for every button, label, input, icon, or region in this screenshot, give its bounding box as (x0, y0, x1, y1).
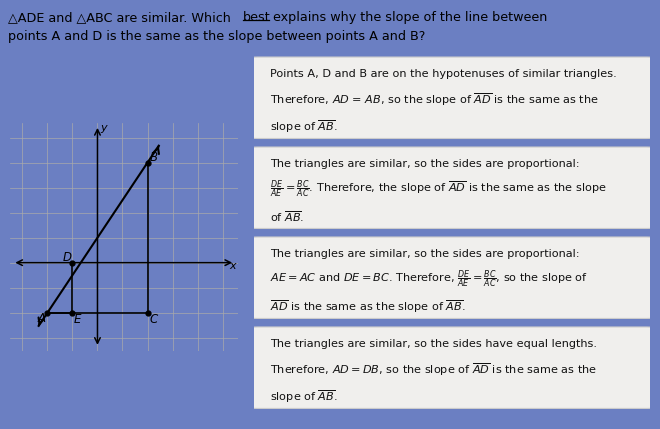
FancyBboxPatch shape (248, 57, 657, 139)
Text: The triangles are similar, so the sides are proportional:: The triangles are similar, so the sides … (270, 249, 579, 259)
Text: A: A (38, 312, 46, 325)
FancyBboxPatch shape (248, 237, 657, 318)
Text: x: x (229, 261, 236, 271)
Text: The triangles are similar, so the sides are proportional:: The triangles are similar, so the sides … (270, 159, 579, 169)
Text: $\mathit{AE}=\mathit{AC}$ and $\mathit{DE}=\mathit{BC}$. Therefore, $\frac{\math: $\mathit{AE}=\mathit{AC}$ and $\mathit{D… (270, 269, 588, 290)
Text: y: y (100, 123, 107, 133)
Text: slope of $\overline{\mathit{AB}}$.: slope of $\overline{\mathit{AB}}$. (270, 388, 338, 405)
Text: C: C (150, 313, 158, 326)
Text: Therefore, $\mathit{AD}=\mathit{DB}$, so the slope of $\overline{\mathit{AD}}$ i: Therefore, $\mathit{AD}=\mathit{DB}$, so… (270, 361, 597, 378)
FancyBboxPatch shape (248, 147, 657, 229)
Text: D: D (63, 251, 72, 264)
FancyBboxPatch shape (248, 327, 657, 408)
Text: $\overline{\mathit{AD}}$ is the same as the slope of $\overline{\mathit{AB}}$.: $\overline{\mathit{AD}}$ is the same as … (270, 298, 465, 314)
Text: best: best (243, 11, 271, 24)
Text: B: B (150, 151, 158, 163)
Text: of $\overline{\mathit{AB}}$.: of $\overline{\mathit{AB}}$. (270, 209, 304, 224)
Text: Therefore, $\mathit{AD}$ = $\mathit{AB}$, so the slope of $\overline{\mathit{AD}: Therefore, $\mathit{AD}$ = $\mathit{AB}$… (270, 91, 599, 108)
Text: △ADE and △ABC are similar. Which: △ADE and △ABC are similar. Which (8, 11, 235, 24)
Text: The triangles are similar, so the sides have equal lengths.: The triangles are similar, so the sides … (270, 339, 597, 349)
Text: $\frac{\mathit{DE}}{\mathit{AE}}=\frac{\mathit{BC}}{\mathit{AC}}$. Therefore, th: $\frac{\mathit{DE}}{\mathit{AE}}=\frac{\… (270, 179, 607, 200)
Text: slope of $\overline{\mathit{AB}}$.: slope of $\overline{\mathit{AB}}$. (270, 118, 338, 135)
Text: points A and D is the same as the slope between points A and B?: points A and D is the same as the slope … (8, 30, 425, 43)
Text: Points A, D and B are on the hypotenuses of similar triangles.: Points A, D and B are on the hypotenuses… (270, 69, 616, 79)
Text: explains why the slope of the line between: explains why the slope of the line betwe… (269, 11, 548, 24)
Text: E: E (74, 313, 81, 326)
